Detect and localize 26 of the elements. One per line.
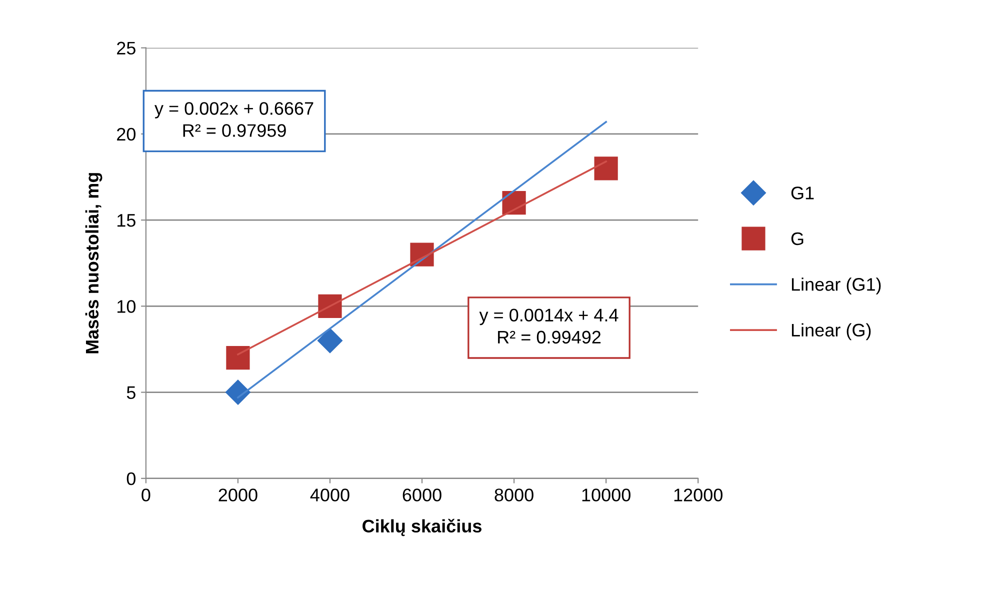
y-tick-label: 0 <box>126 472 136 486</box>
point <box>318 328 342 354</box>
x-tick-label: 4000 <box>310 488 350 502</box>
point <box>318 294 342 318</box>
legend-label: G1 <box>791 186 814 200</box>
legend-label: Linear (G1) <box>792 278 881 294</box>
x-tick-label: 2000 <box>218 488 258 502</box>
y-axis-title: Masės nuostoliai, mg <box>85 173 102 354</box>
x-axis-title: Ciklų skaičius <box>362 518 482 536</box>
annotation: y = 0.002x + 0.6667 R² = 0.97959 <box>154 102 314 137</box>
annotation: y = 0.0014x + 4.4 R² = 0.99492 <box>479 308 618 344</box>
y-tick-label: 15 <box>118 214 136 227</box>
legend-label: Linear (G) <box>792 323 871 340</box>
x-tick-label: 6000 <box>402 488 442 502</box>
point <box>594 156 618 180</box>
x-tick-label: 10000 <box>582 488 630 502</box>
y-tick-label: 20 <box>117 128 136 141</box>
x-tick-label: 0 <box>142 488 150 502</box>
x-tick-label: 8000 <box>494 488 534 502</box>
y-tick-label: 25 <box>117 42 136 55</box>
point <box>226 346 250 370</box>
legend-label: G <box>791 232 804 246</box>
point <box>225 380 250 405</box>
x-tick-label: 12000 <box>674 488 722 502</box>
y-tick-label: 5 <box>126 386 136 400</box>
y-tick-label: 10 <box>118 300 136 313</box>
